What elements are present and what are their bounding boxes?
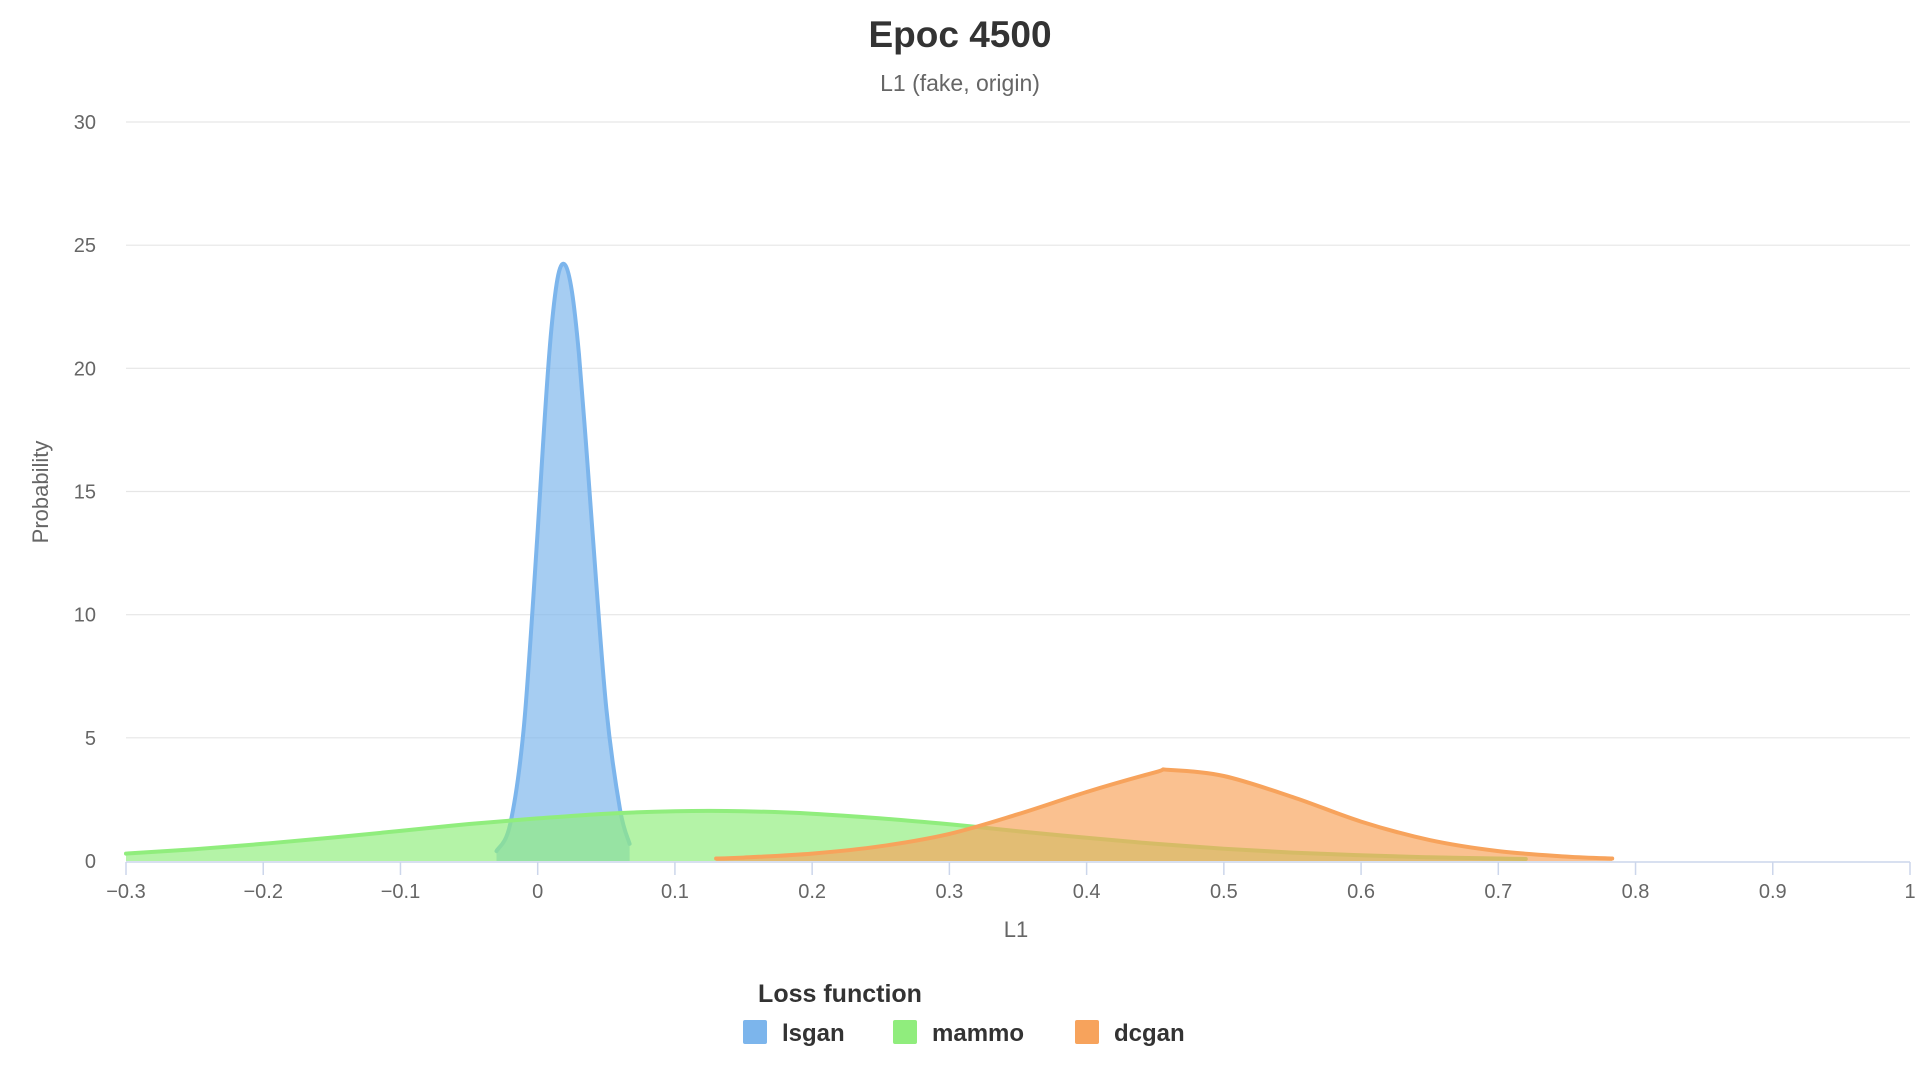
- x-tick-label: 0.8: [1622, 881, 1650, 903]
- x-tick-label: 1: [1904, 881, 1915, 903]
- line-lsgan[interactable]: [494, 261, 632, 854]
- legend-item-mammo[interactable]: mammo: [893, 1020, 1024, 1047]
- legend-item-lsgan[interactable]: lsgan: [743, 1020, 845, 1047]
- y-tick-label: 25: [74, 235, 96, 257]
- legend-swatch-lsgan: [743, 1020, 767, 1044]
- x-tick-labels: −0.3 −0.2 −0.1 0 0.1 0.2 0.3 0.4 0.5 0.6 0.7 0.8 0.9…: [106, 881, 1915, 903]
- x-tick-label: 0.6: [1347, 881, 1375, 903]
- x-tick-label: 0.3: [935, 881, 963, 903]
- legend-swatch-dcgan: [1075, 1020, 1099, 1044]
- y-tick-labels: 0 5 10 15 20 25 30: [74, 112, 96, 873]
- y-axis-title: Probability: [28, 441, 53, 544]
- x-tick-label: −0.3: [106, 881, 145, 903]
- legend-label-dcgan: dcgan: [1114, 1020, 1185, 1047]
- legend-item-dcgan[interactable]: dcgan: [1075, 1020, 1185, 1047]
- chart-title: Epoc 4500: [868, 14, 1051, 55]
- x-tick-label: −0.1: [381, 881, 420, 903]
- y-tick-label: 5: [85, 728, 96, 750]
- x-tick-label: 0.7: [1484, 881, 1512, 903]
- x-tick-label: 0.1: [661, 881, 689, 903]
- legend-label-lsgan: lsgan: [782, 1020, 845, 1047]
- y-tick-label: 10: [74, 605, 96, 627]
- area-lsgan[interactable]: [496, 263, 630, 861]
- x-tick-label: 0.5: [1210, 881, 1238, 903]
- line-dcgan[interactable]: [714, 767, 1615, 861]
- legend-title: Loss function: [758, 980, 922, 1008]
- x-axis-title: L1: [1004, 917, 1028, 942]
- area-dcgan[interactable]: [716, 769, 1613, 861]
- x-tick-label: 0: [532, 881, 543, 903]
- y-tick-label: 15: [74, 482, 96, 504]
- legend-label-mammo: mammo: [932, 1020, 1024, 1047]
- series-layer: [124, 261, 1615, 861]
- grid: [126, 121, 1910, 739]
- x-tick-label: 0.9: [1759, 881, 1787, 903]
- chart-subtitle: L1 (fake, origin): [880, 70, 1040, 96]
- axes: [125, 861, 1911, 875]
- y-tick-label: 30: [74, 112, 96, 134]
- x-tick-label: −0.2: [243, 881, 282, 903]
- x-tick-label: 0.4: [1073, 881, 1101, 903]
- y-tick-label: 20: [74, 358, 96, 380]
- legend-swatch-mammo: [893, 1020, 917, 1044]
- x-tick-label: 0.2: [798, 881, 826, 903]
- legend: Loss function lsgan mammo dcgan: [743, 980, 1185, 1047]
- y-tick-label: 0: [85, 851, 96, 873]
